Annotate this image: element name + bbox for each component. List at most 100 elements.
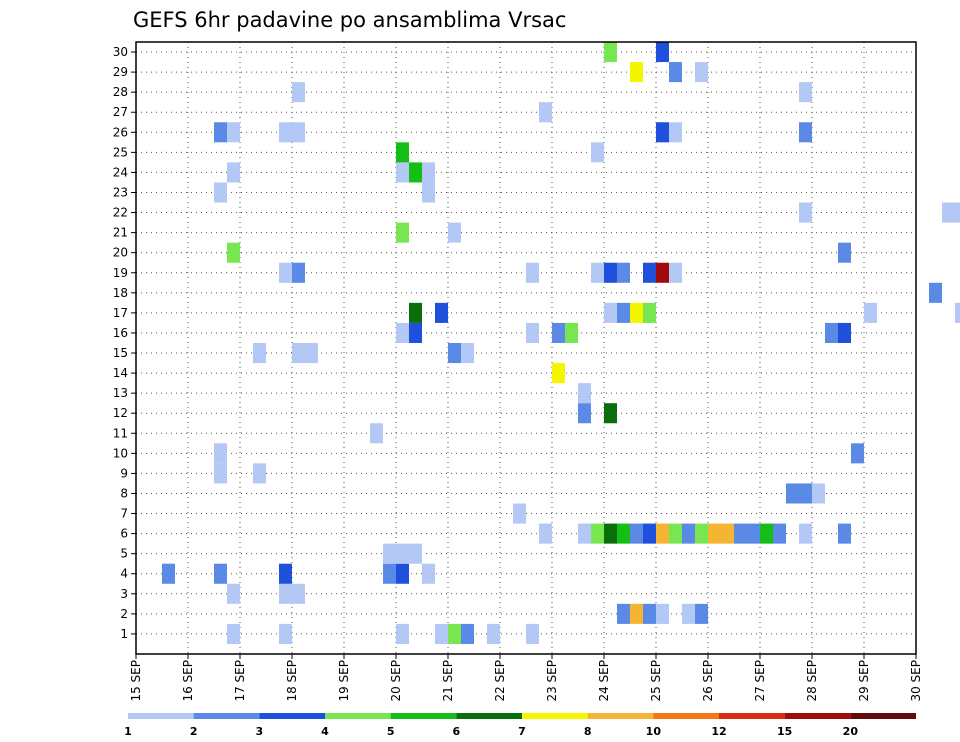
colorbar-label: 10 [646,725,662,738]
colorbar-label: 3 [256,725,264,738]
heatmap-cell [656,603,669,624]
heatmap-cell [396,222,409,243]
heatmap-cell [617,262,630,283]
heatmap-cell [734,523,747,544]
heatmap-cell [409,302,422,323]
x-tick-label: 26 SEP [701,660,715,702]
heatmap-cell [396,543,409,564]
heatmap-cell [669,62,682,83]
heatmap-cell [227,583,240,604]
y-tick-label: 14 [113,366,128,380]
heatmap-cell [409,322,422,343]
heatmap-cell [214,182,227,203]
plot-frame [135,41,917,655]
colorbar-label: 7 [518,725,526,738]
colorbar-label: 15 [777,725,792,738]
heatmap-cell [669,523,682,544]
heatmap-cell [630,603,643,624]
heatmap-cell [214,122,227,143]
heatmap-cell [708,523,721,544]
heatmap-cell [292,583,305,604]
y-tick-label: 12 [113,406,128,420]
colorbar-label: 2 [190,725,198,738]
heatmap-cell [695,523,708,544]
heatmap-cell [305,342,318,364]
y-tick-label: 5 [120,547,128,561]
x-tick-label: 16 SEP [181,660,195,702]
x-tick-label: 20 SEP [389,660,403,702]
grid-lines [136,42,916,654]
y-tick-label: 7 [120,507,128,521]
colorbar-segment [850,713,916,719]
heatmap-cell [396,322,409,343]
heatmap-cell [448,222,461,243]
colorbar-segment [653,713,719,719]
heatmap-cell [396,162,409,183]
heatmap-cell [422,182,435,203]
heatmap-cell [513,503,526,524]
heatmap-cell [695,62,708,83]
colorbar-segment [456,713,522,719]
y-tick-label: 29 [113,65,128,79]
heatmap-cell [552,363,565,384]
y-tick-label: 24 [113,165,128,179]
x-tick-label: 28 SEP [805,660,819,702]
heatmap-cell [656,122,669,143]
heatmap-cell [422,162,435,183]
y-tick-label: 6 [120,527,128,541]
heatmap-cell [656,42,669,63]
x-tick-label: 15 SEP [129,660,143,702]
colorbar-segment [719,713,785,719]
heatmap-cell [396,623,409,644]
heatmap-cell [292,82,305,103]
heatmap-cell [838,523,851,544]
heatmap-cell [448,623,461,644]
heatmap-cell [461,623,474,644]
x-tick-label: 21 SEP [441,660,455,702]
heatmap-cell [630,302,643,323]
heatmap-cell [643,262,656,283]
heatmap-cell [409,543,422,564]
heatmap-cell [604,302,617,323]
heatmap-cell [435,302,448,323]
heatmap-cell [253,463,266,484]
x-tick-label: 29 SEP [857,660,871,702]
heatmap-cell [162,563,175,584]
x-tick-label: 17 SEP [233,660,247,702]
heatmap-cell [409,162,422,183]
heatmap-cell [578,383,591,404]
heatmap-cell [526,262,539,283]
colorbar-label: 1 [124,725,132,738]
heatmap-cell [799,483,812,504]
heatmap-cell [539,523,552,544]
heatmap-cell [604,523,617,544]
y-tick-label: 21 [113,226,128,240]
y-tick-label: 27 [113,105,128,119]
heatmap-cell [578,523,591,544]
heatmap-cell [279,623,292,644]
colorbar-segment [325,713,391,719]
y-tick-label: 10 [113,446,128,460]
heatmap-cell [656,523,669,544]
y-axis-ticks: 1234567891011121314151617181920212223242… [113,45,136,641]
heatmap-cell [864,302,877,323]
y-tick-label: 2 [120,607,128,621]
heatmap-cell [825,322,838,343]
y-tick-label: 28 [113,85,128,99]
y-tick-label: 3 [120,587,128,601]
x-tick-label: 27 SEP [753,660,767,702]
y-tick-label: 23 [113,185,128,199]
heatmap-cell [591,142,604,163]
heatmap-cell [214,563,227,584]
heatmap-cell [643,603,656,624]
y-tick-label: 16 [113,326,128,340]
heatmap-cell [487,623,500,644]
colorbar-segment [587,713,654,719]
colorbar: 1 2 3 4 5 6 7 8 10 12 15 20 [124,713,916,738]
y-tick-label: 18 [113,286,128,300]
heatmap-cell [526,623,539,644]
heatmap-cell [799,82,812,103]
heatmap-cell [214,443,227,464]
heatmap-cell [604,42,617,63]
heatmap-cell [591,523,604,544]
